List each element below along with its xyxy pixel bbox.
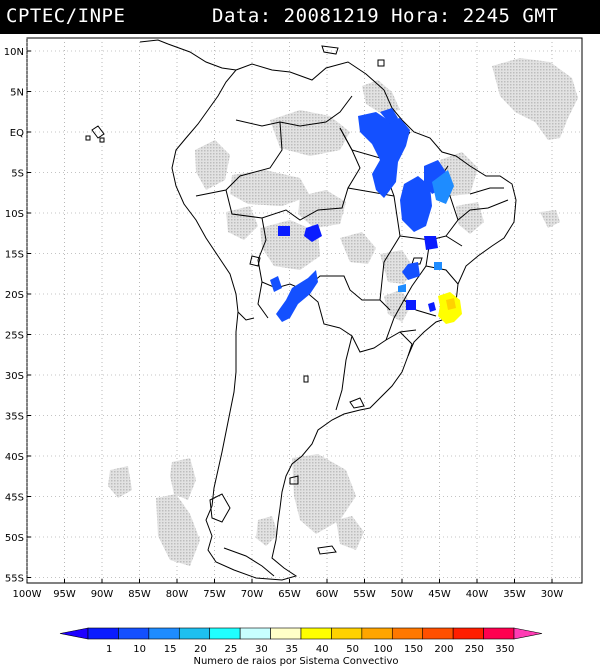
legend-value: 250 — [465, 644, 484, 655]
lon-label: 60W — [316, 589, 339, 600]
lat-label: 15S — [5, 250, 24, 261]
legend-value: 30 — [255, 644, 268, 655]
lat-label: 50S — [5, 533, 24, 544]
lat-label: 10S — [5, 209, 24, 220]
legend-end-arrow — [513, 627, 543, 640]
legend-swatch — [209, 627, 241, 640]
legend-value: 20 — [194, 644, 207, 655]
lon-label: 55W — [353, 589, 376, 600]
lon-label: 40W — [466, 589, 489, 600]
legend-swatch — [422, 627, 454, 640]
lon-label: 75W — [203, 589, 226, 600]
legend-swatch — [483, 627, 515, 640]
legend-value: 1 — [106, 644, 112, 655]
legend-value: 50 — [346, 644, 359, 655]
legend-swatch — [331, 627, 363, 640]
legend-start-arrow — [59, 627, 89, 640]
lon-label: 30W — [541, 589, 564, 600]
lightning-map: 10N5NEQ5S10S15S20S25S30S35S40S45S50S55S … — [4, 37, 583, 600]
latitude-labels: 10N 5N EQ 5S 10S 15S 20S 25S 30S 35S 40S 45S 50S 55S — [4, 47, 31, 585]
legend-value: 40 — [316, 644, 329, 655]
legend-value: 10 — [133, 644, 146, 655]
map-header: CPTEC/INPE Data: 20081219 Hora: 2245 GMT — [0, 0, 600, 34]
legend-value: 350 — [495, 644, 514, 655]
legend-swatch — [87, 627, 119, 640]
datetime-label: Data: 20081219 Hora: 2245 GMT — [212, 5, 559, 27]
lon-label: 95W — [53, 589, 76, 600]
source-label: CPTEC/INPE — [6, 5, 126, 27]
legend-value: 200 — [434, 644, 453, 655]
lon-label: 50W — [391, 589, 414, 600]
longitude-labels: 100W 95W 90W 85W 80W 75W 70W 65W 60W 55W 50W 45W 40W… — [13, 579, 564, 600]
lat-label: 35S — [5, 412, 24, 423]
legend-value: 100 — [374, 644, 393, 655]
lon-label: 100W — [13, 589, 42, 600]
legend-swatch — [148, 627, 180, 640]
lightning-cells-15 — [398, 170, 454, 292]
legend-color-bar — [59, 627, 543, 640]
legend-value: 15 — [164, 644, 177, 655]
lat-label: 40S — [5, 452, 24, 463]
lightning-cells-1 — [278, 224, 438, 312]
lon-label: 45W — [428, 589, 451, 600]
legend-value: 35 — [285, 644, 298, 655]
legend-swatch — [239, 627, 271, 640]
lon-label: 80W — [166, 589, 189, 600]
lat-label: EQ — [10, 128, 24, 139]
legend-swatch — [270, 627, 302, 640]
lon-label: 35W — [503, 589, 526, 600]
legend-value: 25 — [225, 644, 238, 655]
cloud-cover — [108, 58, 578, 566]
legend-swatch — [361, 627, 393, 640]
legend-swatch — [452, 627, 484, 640]
lon-label: 90W — [91, 589, 114, 600]
lat-label: 20S — [5, 290, 24, 301]
legend-swatch — [178, 627, 211, 640]
lat-label: 5N — [10, 88, 24, 99]
lon-label: 70W — [241, 589, 264, 600]
lat-label: 10N — [4, 47, 24, 58]
lightning-cells-50 — [446, 298, 456, 310]
lat-label: 45S — [5, 493, 24, 504]
coastlines-and-borders — [85, 39, 517, 581]
legend-swatch — [118, 627, 150, 640]
lat-label: 55S — [5, 574, 24, 585]
lightning-cells-10 — [270, 108, 446, 322]
lon-label: 85W — [128, 589, 151, 600]
legend-swatch — [300, 627, 332, 640]
legend-caption: Numero de raios por Sistema Convectivo — [193, 656, 398, 667]
lat-label: 30S — [5, 371, 24, 382]
legend-swatch — [391, 627, 424, 640]
legend-values: 1 10 15 20 25 30 35 40 50 100 150 200 250 350 — [106, 644, 514, 655]
lat-label: 25S — [5, 331, 24, 342]
lon-label: 65W — [278, 589, 301, 600]
legend-value: 150 — [404, 644, 423, 655]
legend: 1 10 15 20 25 30 35 40 50 100 150 200 250 350 Numero … — [59, 627, 543, 667]
lat-label: 5S — [11, 169, 24, 180]
